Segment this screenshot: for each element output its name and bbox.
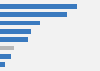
Bar — [0, 54, 11, 59]
Bar — [0, 62, 5, 67]
Bar — [0, 12, 67, 17]
Bar — [0, 29, 31, 34]
Bar — [0, 37, 28, 42]
Bar — [0, 4, 76, 9]
Bar — [0, 21, 40, 25]
Bar — [0, 46, 14, 50]
